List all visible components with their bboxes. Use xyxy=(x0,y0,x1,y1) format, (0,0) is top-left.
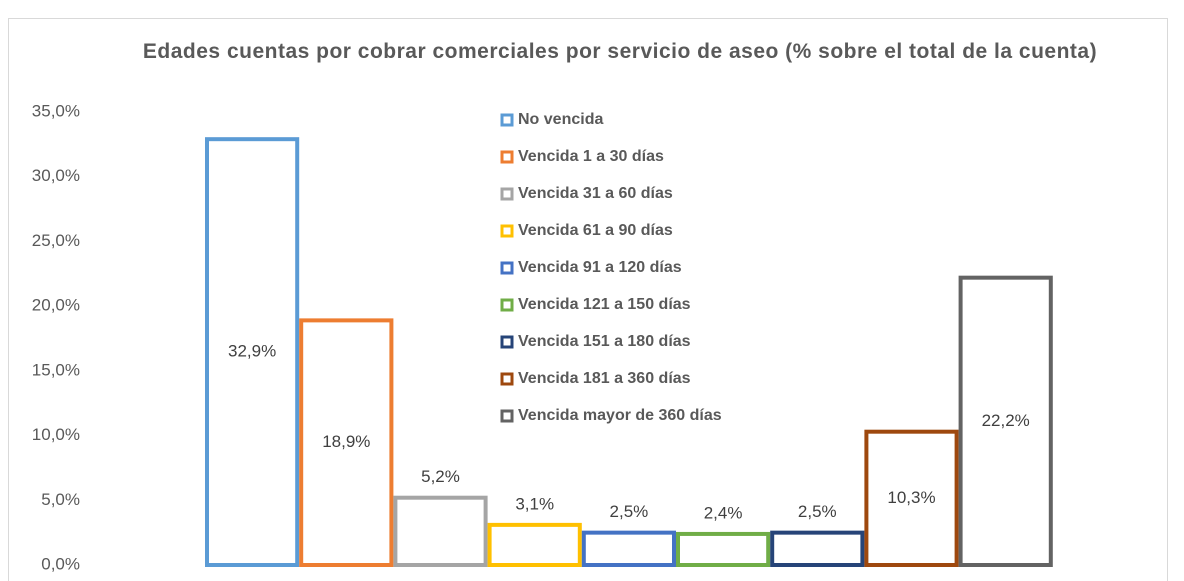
y-tick-label: 35,0% xyxy=(32,101,80,120)
legend-label: Vencida 151 a 180 días xyxy=(518,333,691,350)
bar xyxy=(958,275,1053,567)
legend-marker xyxy=(500,335,514,349)
y-tick-label: 5,0% xyxy=(41,490,80,509)
data-label: 10,3% xyxy=(887,488,935,507)
legend-marker xyxy=(500,150,514,164)
legend-marker xyxy=(500,261,514,275)
legend-marker xyxy=(500,187,514,201)
legend-label: Vencida mayor de 360 días xyxy=(518,407,722,424)
legend-label: Vencida 31 a 60 días xyxy=(518,185,673,202)
data-label: 2,4% xyxy=(704,503,743,522)
legend-marker xyxy=(500,298,514,312)
chart-title: Edades cuentas por cobrar comerciales po… xyxy=(142,40,1098,63)
data-label: 32,9% xyxy=(228,342,276,361)
data-label: 2,5% xyxy=(798,502,837,521)
legend-marker xyxy=(500,409,514,423)
legend-label: No vencida xyxy=(518,111,603,128)
bar xyxy=(205,137,300,567)
bar xyxy=(676,531,771,567)
bar xyxy=(487,522,582,567)
legend-label: Vencida 91 a 120 días xyxy=(518,259,682,276)
legend-marker xyxy=(500,224,514,238)
data-label: 18,9% xyxy=(322,432,370,451)
legend-marker xyxy=(500,372,514,386)
data-label: 3,1% xyxy=(515,494,554,513)
data-label: 5,2% xyxy=(421,467,460,486)
y-tick-label: 25,0% xyxy=(32,231,80,250)
legend-label: Vencida 1 a 30 días xyxy=(518,148,664,165)
y-tick-label: 0,0% xyxy=(41,554,80,573)
data-label: 2,5% xyxy=(610,502,649,521)
y-tick-label: 15,0% xyxy=(32,360,80,379)
data-label: 22,2% xyxy=(982,411,1030,430)
legend-label: Vencida 61 a 90 días xyxy=(518,222,673,239)
legend-label: Vencida 121 a 150 días xyxy=(518,296,691,313)
bar xyxy=(581,530,676,568)
bar xyxy=(393,495,488,567)
bar xyxy=(299,318,394,567)
bar xyxy=(864,429,959,567)
legend-marker xyxy=(500,113,514,127)
legend-label: Vencida 181 a 360 días xyxy=(518,370,691,387)
y-tick-label: 20,0% xyxy=(32,296,80,315)
bar xyxy=(770,530,865,568)
y-tick-label: 10,0% xyxy=(32,425,80,444)
chart-frame xyxy=(8,18,1168,581)
y-tick-label: 30,0% xyxy=(32,166,80,185)
